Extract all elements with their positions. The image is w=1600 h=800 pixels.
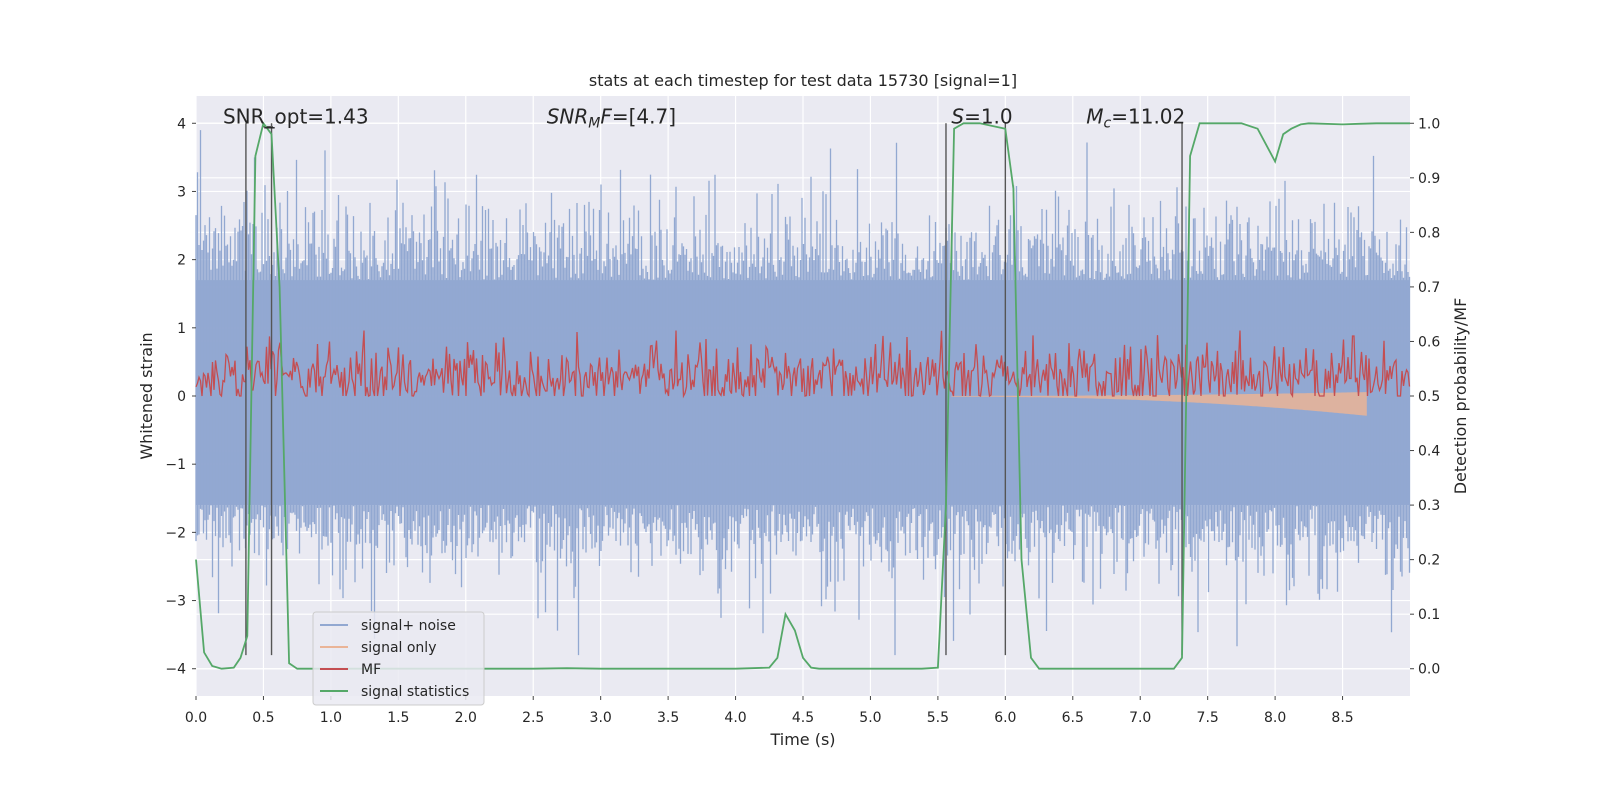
legend-item-mf: MF bbox=[320, 662, 381, 678]
legend-label-mf: MF bbox=[361, 662, 381, 678]
signal-statistics-line bbox=[195, 121, 1410, 670]
x-tick-label: 7.0 bbox=[1129, 710, 1151, 726]
annotation-1: SNR_opt=1.43 bbox=[223, 104, 369, 128]
annotation-segment: SNR_opt=1.43 bbox=[223, 104, 369, 128]
y-right-tick-label: 0.0 bbox=[1418, 662, 1440, 678]
y-tick-label: 3 bbox=[177, 184, 186, 200]
annotation-segment: =[4.7] bbox=[612, 104, 676, 128]
y-right-tick-label: 0.5 bbox=[1418, 389, 1440, 405]
y-right-tick-label: 0.8 bbox=[1418, 225, 1440, 241]
x-tick-label: 5.0 bbox=[859, 710, 881, 726]
chirp-trace bbox=[951, 392, 1367, 416]
x-tick-label: 4.0 bbox=[724, 710, 746, 726]
chart-title: stats at each timestep for test data 157… bbox=[589, 71, 1017, 90]
mf-series bbox=[195, 330, 1411, 399]
annotation-segment: =11.02 bbox=[1111, 104, 1185, 128]
y-tick-label: 0 bbox=[177, 389, 186, 405]
x-tick-label: 5.5 bbox=[927, 710, 949, 726]
x-tick-label: 0.0 bbox=[185, 710, 207, 726]
annotation-2: SNRMF=[4.7] bbox=[547, 104, 676, 131]
x-tick-label: 4.5 bbox=[792, 710, 814, 726]
x-tick-label: 8.5 bbox=[1331, 710, 1353, 726]
annotation-segment: F bbox=[600, 104, 612, 128]
y-right-tick-label: 0.9 bbox=[1418, 171, 1440, 187]
legend-label-signal-noise: signal+ noise bbox=[361, 618, 456, 634]
y-tick-label: 1 bbox=[177, 321, 186, 337]
ticks: 0.0 0.5 1.0 1.5 2.0 2.5 3.0 3.5 4.0 4.5 5.0 5.5 6.0 6… bbox=[165, 116, 1440, 726]
signal-noise-series bbox=[195, 130, 1411, 656]
legend-item-signal-noise: signal+ noise bbox=[320, 618, 456, 634]
annotation-segment: SNR bbox=[547, 104, 589, 128]
x-tick-label: 6.5 bbox=[1062, 710, 1084, 726]
y-tick-label: −4 bbox=[165, 662, 186, 678]
y-tick-label: 2 bbox=[177, 253, 186, 269]
y-right-tick-label: 0.4 bbox=[1418, 444, 1440, 460]
annotation-segment: =1.0 bbox=[964, 104, 1013, 128]
legend-item-signal-only: signal only bbox=[320, 640, 436, 656]
annotation-segment: c bbox=[1104, 115, 1112, 131]
x-tick-label: 7.5 bbox=[1197, 710, 1219, 726]
signal-statistics-series bbox=[195, 121, 1410, 670]
y-right-tick-label: 0.2 bbox=[1418, 553, 1440, 569]
y-right-tick-label: 0.6 bbox=[1418, 334, 1440, 350]
signal-only-series bbox=[951, 392, 1367, 416]
annotations: SNR_opt=1.43 SNRMF=[4.7] S=1.0 Mc=11.02 bbox=[223, 104, 1185, 131]
annotation-segment: M bbox=[588, 115, 600, 131]
legend-item-signal-statistics: signal statistics bbox=[320, 684, 469, 700]
x-tick-label: 3.5 bbox=[657, 710, 679, 726]
annotation-segment: S bbox=[951, 104, 964, 128]
x-tick-label: 0.5 bbox=[252, 710, 274, 726]
y-right-tick-label: 1.0 bbox=[1418, 116, 1440, 132]
x-tick-label: 2.5 bbox=[522, 710, 544, 726]
x-tick-label: 1.0 bbox=[320, 710, 342, 726]
legend-label-signal-statistics: signal statistics bbox=[361, 684, 469, 700]
x-axis-label: Time (s) bbox=[769, 730, 835, 749]
x-tick-label: 3.0 bbox=[590, 710, 612, 726]
legend-label-signal-only: signal only bbox=[361, 640, 436, 656]
y-tick-label: −2 bbox=[165, 525, 186, 541]
y-right-tick-label: 0.7 bbox=[1418, 280, 1440, 296]
annotation-3: S=1.0 bbox=[951, 104, 1012, 128]
legend: signal+ noise signal only MF signal stat… bbox=[312, 611, 485, 706]
annotation-segment: M bbox=[1086, 104, 1103, 128]
y-right-tick-label: 0.3 bbox=[1418, 498, 1440, 514]
x-tick-label: 2.0 bbox=[455, 710, 477, 726]
y-axis-label: Whitened strain bbox=[137, 332, 156, 459]
annotation-4: Mc=11.02 bbox=[1086, 104, 1185, 131]
legend-box bbox=[312, 611, 485, 706]
x-tick-label: 8.0 bbox=[1264, 710, 1286, 726]
mf-trace bbox=[195, 330, 1411, 399]
marker-lines bbox=[245, 123, 1183, 656]
x-tick-label: 1.5 bbox=[387, 710, 409, 726]
y-tick-label: −1 bbox=[165, 457, 186, 473]
y-tick-label: 4 bbox=[177, 116, 186, 132]
x-tick-label: 6.0 bbox=[994, 710, 1016, 726]
y-right-tick-label: 0.1 bbox=[1418, 607, 1440, 623]
y-axis-right-label: Detection probability/MF bbox=[1451, 298, 1470, 495]
y-tick-label: −3 bbox=[165, 594, 186, 610]
